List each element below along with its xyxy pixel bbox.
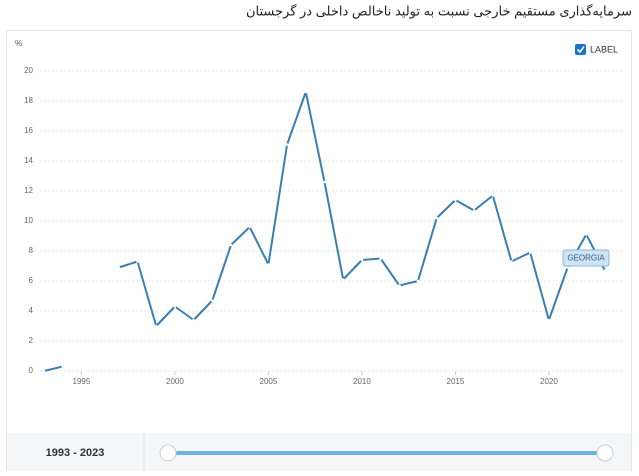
range-handle-end[interactable]: [596, 444, 614, 462]
data-point: [379, 257, 382, 260]
x-tick-label: 1995: [73, 377, 91, 386]
x-tick-label: 2010: [353, 377, 371, 386]
data-point: [229, 243, 233, 247]
data-point: [566, 266, 569, 269]
y-tick-label: 18: [24, 96, 33, 105]
x-tick-label: 2015: [447, 377, 465, 386]
data-point: [398, 284, 401, 287]
y-tick-label: 0: [29, 366, 34, 375]
y-tick-label: 8: [29, 246, 34, 255]
tooltip-label: GEORGIA: [567, 254, 605, 263]
data-point: [416, 279, 420, 283]
data-point: [267, 263, 270, 266]
data-point: [323, 180, 326, 184]
data-point: [603, 269, 607, 272]
x-tick-label: 2020: [540, 377, 558, 386]
range-label: 1993 - 2023: [46, 447, 105, 459]
y-tick-label: 16: [24, 126, 33, 135]
data-point: [173, 305, 177, 308]
data-point: [211, 299, 214, 302]
x-tick-label: 2000: [166, 377, 184, 386]
legend-label[interactable]: LABEL: [590, 44, 618, 54]
x-tick-label: 2005: [260, 377, 278, 386]
legend-checkbox[interactable]: [575, 44, 586, 55]
range-handle-start[interactable]: [159, 444, 177, 462]
data-point: [285, 143, 289, 146]
y-tick-label: 12: [24, 186, 33, 195]
chart-title: سرمایه‌گذاری مستقیم خارجی نسبت به تولید …: [246, 3, 632, 19]
data-point: [341, 278, 345, 281]
data-point: [61, 365, 64, 368]
data-point: [585, 233, 588, 236]
y-tick-label: 4: [29, 306, 34, 315]
check-mark: [576, 46, 585, 54]
y-tick-label: 20: [24, 66, 33, 75]
chart-panel: [6, 30, 632, 471]
y-tick-label: 14: [24, 156, 33, 165]
data-point: [117, 266, 121, 269]
data-point: [248, 225, 251, 229]
y-tick-label: 6: [29, 276, 34, 285]
data-point: [42, 369, 46, 373]
data-point: [528, 251, 532, 254]
data-point: [454, 198, 457, 202]
y-tick-label: 2: [29, 336, 34, 345]
data-point: [547, 318, 551, 322]
data-point: [491, 194, 495, 197]
data-point: [154, 324, 158, 328]
data-point: [472, 209, 476, 212]
data-point: [510, 260, 513, 263]
y-tick-label: 10: [24, 216, 33, 225]
y-unit: %: [15, 39, 22, 48]
data-point: [192, 318, 195, 322]
tooltip-box: [562, 249, 610, 267]
data-point: [435, 216, 439, 220]
data-point: [136, 260, 139, 263]
data-point: [304, 90, 308, 94]
data-point: [360, 258, 364, 262]
